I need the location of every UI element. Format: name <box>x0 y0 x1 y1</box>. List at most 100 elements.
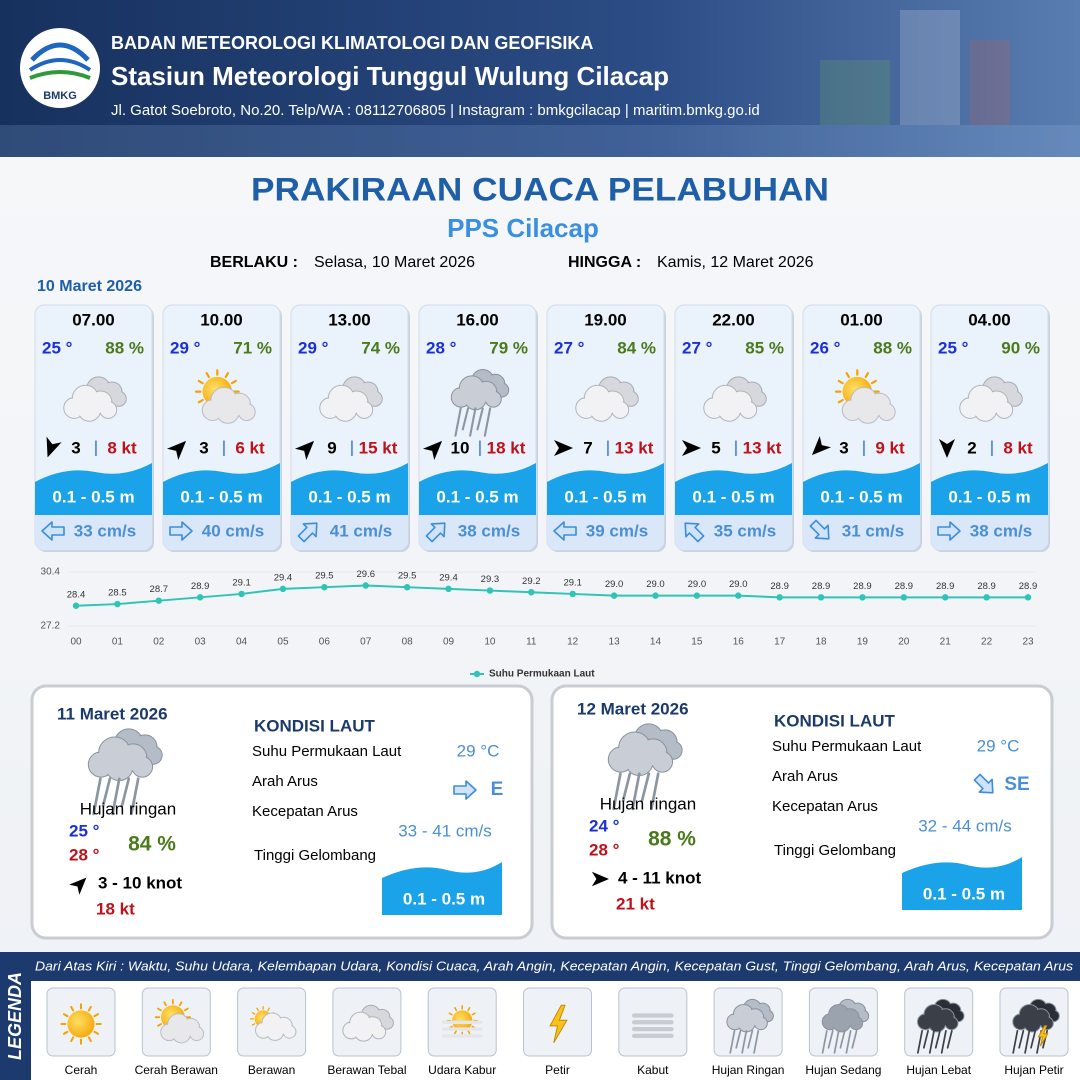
current-direction: SE <box>1004 774 1029 795</box>
wind-direction-arrow <box>294 440 315 461</box>
wind-direction-arrow <box>811 435 832 456</box>
current-direction-arrow <box>453 780 477 800</box>
weather-icon <box>319 376 383 422</box>
rain-drop <box>650 772 660 811</box>
weather-icon <box>87 728 163 816</box>
sst-value-label: 29.0 <box>605 579 624 590</box>
card-current-row <box>35 515 152 527</box>
sun-ray <box>467 1007 471 1012</box>
cloud-puff <box>718 399 740 421</box>
x-tick-label: 06 <box>319 637 331 648</box>
x-tick-label: 03 <box>195 637 207 648</box>
panel-gust: 18 kt <box>96 899 135 918</box>
current-direction-label: Arah Arus <box>252 773 318 790</box>
sun-ray <box>70 1036 75 1043</box>
card-current-row <box>419 515 536 527</box>
legend-item-label: Berawan Tebal <box>327 1063 406 1077</box>
sun <box>67 1010 95 1038</box>
hourly-card: 01.00 26 ° 88 % 3 | 9 kt 0.1 - 0.5 m 31 cm/s <box>802 304 922 552</box>
sun-ray <box>157 1023 162 1027</box>
y-tick-label: 27.2 <box>41 621 61 632</box>
sst-value-label: 29.3 <box>481 574 500 585</box>
wave-label: Tinggi Gelombang <box>774 842 896 859</box>
card-wave-height: 0.1 - 0.5 m <box>308 487 390 506</box>
cloud-puff <box>996 402 1012 418</box>
sst-point <box>610 592 618 599</box>
panel-temp-max: 28 ° <box>69 845 100 864</box>
current-direction-arrow <box>937 521 961 541</box>
cloud-puff <box>217 401 239 423</box>
cloud-puff <box>100 402 116 418</box>
card-gust: 8 kt <box>1003 438 1033 457</box>
sst-value-label: 29.0 <box>688 579 707 590</box>
x-tick-label: 04 <box>236 637 248 648</box>
x-tick-label: 12 <box>567 637 579 648</box>
card-current-speed: 38 cm/s <box>458 521 520 540</box>
card-gust: 8 kt <box>107 438 137 457</box>
legend-item-label: Berawan <box>248 1063 295 1077</box>
x-tick-label: 08 <box>402 637 414 648</box>
card-temperature: 26 ° <box>810 338 841 357</box>
sst-point <box>942 594 949 601</box>
sun-ray <box>178 1001 183 1007</box>
rain-drop <box>934 1029 941 1049</box>
cloud-puff <box>334 399 356 421</box>
cloud-puff <box>850 1017 862 1029</box>
cloud-puff <box>355 1023 372 1041</box>
daily-panel: 12 Maret 2026 Hujan ringan 24 ° 28 ° 88 % 4 -… <box>550 684 1054 940</box>
cloud-puff <box>372 1026 385 1038</box>
current-speed-label: Kecepatan Arus <box>772 798 878 815</box>
card-temperature: 29 ° <box>170 338 201 357</box>
sst-value-label: 29.4 <box>274 572 293 583</box>
cloud-puff <box>834 1015 850 1031</box>
sun-ray <box>197 379 204 385</box>
panel-wave-height: 0.1 - 0.5 m <box>923 884 1005 903</box>
sun-ray <box>448 1012 453 1016</box>
contact-info: Jl. Gatot Soebroto, No.20. Telp/WA : 081… <box>111 102 760 119</box>
x-tick-label: 07 <box>360 637 372 648</box>
header-banner <box>0 0 1080 157</box>
x-tick-label: 16 <box>733 637 745 648</box>
weather-icon <box>60 1003 102 1045</box>
sst-point <box>900 594 908 601</box>
sst-point <box>859 594 866 601</box>
logo-arc <box>28 58 92 72</box>
sst-point <box>569 590 576 598</box>
weather-icon <box>916 998 965 1054</box>
card-gust: 13 kt <box>743 438 782 457</box>
card-wind-speed: 9 <box>327 438 336 457</box>
lightning <box>1037 1025 1049 1047</box>
sun-ray <box>251 1023 256 1026</box>
card-separator: | <box>734 437 738 456</box>
sst-value-label: 28.9 <box>1019 581 1038 592</box>
legend-item: Berawan Tebal <box>327 987 406 1077</box>
weather-icon <box>250 1005 297 1041</box>
card-current-row <box>803 515 920 527</box>
card-wave-height: 0.1 - 0.5 m <box>564 487 646 506</box>
legend-item: Hujan Lebat <box>904 987 974 1077</box>
rain-drop <box>827 1029 834 1049</box>
x-tick-label: 02 <box>153 637 165 648</box>
cloud-puff <box>612 402 628 418</box>
legend-items: Cerah Cerah Berawan Berawan Berawan Tebal Ud… <box>46 987 1069 1077</box>
x-tick-label: 15 <box>691 637 703 648</box>
rain-drop <box>729 1029 736 1054</box>
card-temperature: 29 ° <box>298 338 329 357</box>
sun-ray <box>62 1013 69 1018</box>
sst-value-label: 29.1 <box>563 577 582 588</box>
card-wave-height: 0.1 - 0.5 m <box>948 487 1030 506</box>
card-wave <box>675 463 792 515</box>
card-time: 13.00 <box>328 310 371 329</box>
rain-drop <box>1012 1029 1019 1054</box>
card-time: 16.00 <box>456 310 499 329</box>
legend-item-label: Hujan Petir <box>1004 1063 1063 1077</box>
card-wave-height: 0.1 - 0.5 m <box>820 487 902 506</box>
sst-point <box>528 589 535 596</box>
card-current-speed: 31 cm/s <box>842 521 904 540</box>
cloud-puff <box>624 392 638 406</box>
wind-direction-arrow <box>682 440 701 456</box>
card-wave-height: 0.1 - 0.5 m <box>52 487 134 506</box>
card-gust: 18 kt <box>487 438 526 457</box>
current-direction-arrow <box>425 522 446 543</box>
sun-ray <box>870 379 877 385</box>
